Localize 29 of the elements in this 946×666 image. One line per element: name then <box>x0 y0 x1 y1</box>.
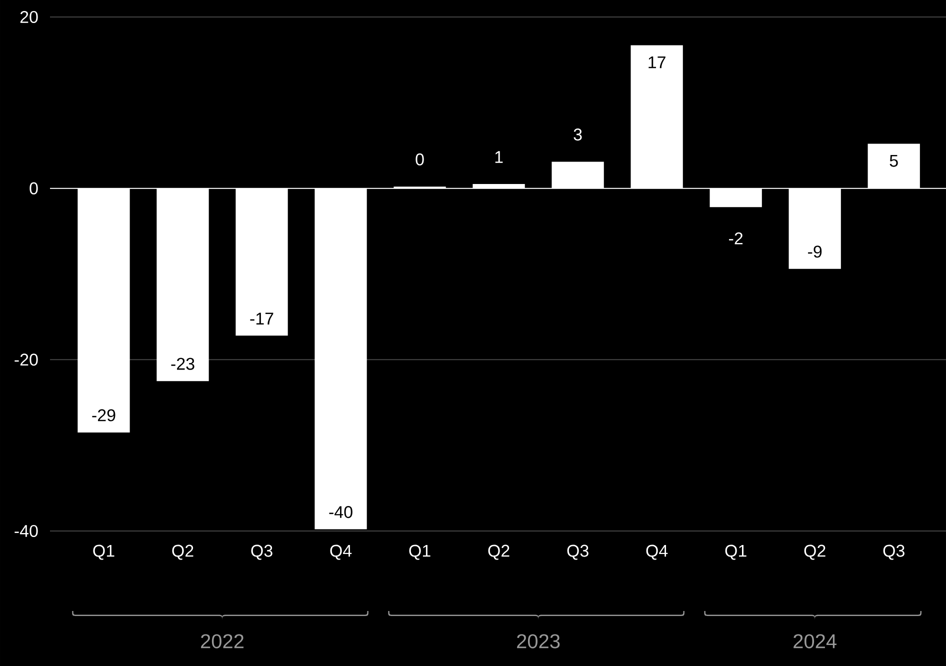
text: 2022 <box>201 634 244 648</box>
data-label: -17 <box>250 312 274 324</box>
x-tick-label: Q2 <box>804 544 826 560</box>
x-tick-label: Q2 <box>172 544 194 560</box>
data-label: 0 <box>416 153 424 166</box>
y-tick-label: -20 <box>14 354 38 366</box>
y-tick-label: -40 <box>14 524 38 538</box>
x-tick-label: Q3 <box>883 544 904 560</box>
data-label: -23 <box>171 358 194 370</box>
x-tick-label: Q1 <box>93 544 114 560</box>
data-label: 5 <box>890 154 898 167</box>
y-tick-label: 0 <box>30 182 38 194</box>
text: 2023 <box>517 634 560 648</box>
data-label: 1 <box>495 151 503 163</box>
data-label: -2 <box>729 232 743 244</box>
data-label: -9 <box>808 246 822 258</box>
x-tick-label: Q3 <box>251 544 272 560</box>
x-tick-label: Q3 <box>567 544 588 560</box>
x-tick-label: Q1 <box>409 544 430 560</box>
data-label: -29 <box>92 409 116 422</box>
text: 2024 <box>794 634 836 648</box>
data-label: 3 <box>574 128 582 141</box>
data-label: -40 <box>329 506 352 518</box>
x-tick-label: Q1 <box>725 544 746 560</box>
data-label: 17 <box>648 56 666 68</box>
x-tick-label: Q2 <box>488 544 510 560</box>
y-tick-label: 20 <box>20 10 38 24</box>
x-tick-label: Q4 <box>646 544 668 560</box>
x-tick-label: Q4 <box>330 544 352 560</box>
